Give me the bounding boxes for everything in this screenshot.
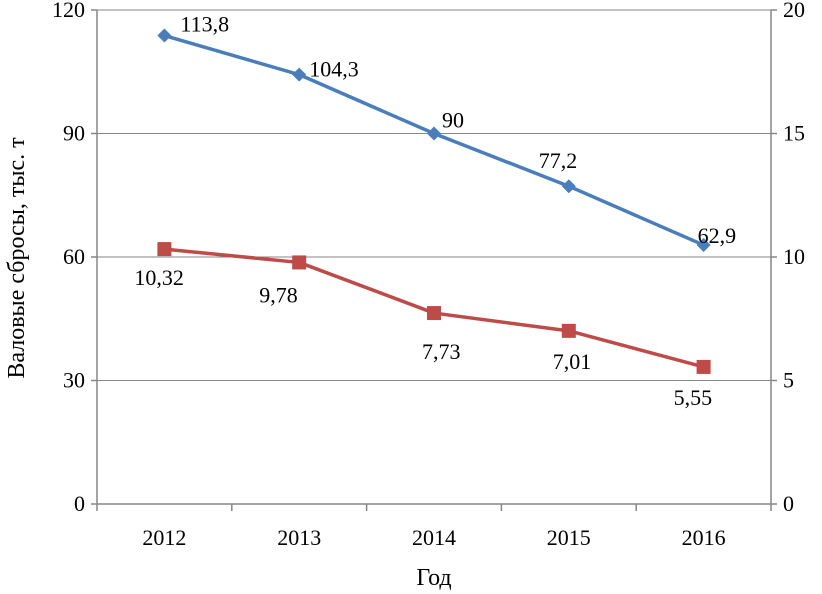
series-0-point-2 [427,126,441,141]
data-labels: 113,8 104,3 90 77,2 62,9 10,32 9,78 7,73 7,01 5,5… [134,12,736,410]
left-y-tick-label-0: 0 [74,491,85,516]
left-y-tick-label-2: 60 [63,244,85,269]
right-y-tick-label-3: 15 [783,121,805,146]
series-1-data-label-3: 7,01 [553,349,592,374]
series-0-point-4 [696,238,711,253]
right-y-tick-label-4: 20 [783,0,805,22]
x-tick-label-0: 2012 [142,525,186,550]
right-y-tick-label-1: 5 [783,368,794,393]
x-tick-label-4: 2016 [682,525,726,550]
x-tick-label-1: 2013 [277,525,321,550]
series-1-point-0 [157,242,172,257]
series-1-data-label-4: 5,55 [674,385,713,410]
series-0-data-label-1: 104,3 [309,57,359,82]
series-1-point-4 [696,359,711,374]
series-1-point-3 [561,323,576,338]
left-y-tick-label-3: 90 [63,121,85,146]
series-1-data-label-2: 7,73 [422,339,461,364]
series-group [157,28,711,374]
series-0-point-1 [292,67,307,82]
series-0-data-label-4: 62,9 [698,223,737,248]
series-1-point-2 [427,306,441,321]
left-y-tick-label-1: 30 [63,368,85,393]
series-0-data-label-0: 113,8 [180,12,229,37]
x-tick-label-3: 2015 [547,525,591,550]
series-0-point-0 [157,28,172,43]
x-axis-ticks [96,504,772,511]
left-y-tick-labels: 0 30 60 90 120 [52,0,97,516]
series-0-point-3 [561,179,576,194]
series-1-point-1 [292,255,307,270]
series-0-data-label-3: 77,2 [539,148,578,173]
x-tick-label-2: 2014 [412,525,456,550]
series-0-data-label-2: 90 [442,108,464,133]
left-y-tick-label-4: 120 [52,0,85,22]
right-y-tick-label-0: 0 [783,491,794,516]
right-y-tick-labels: 0 5 10 15 20 [771,0,805,516]
x-axis-title: Год [416,565,451,591]
gridlines [97,9,771,381]
y-axis-title: Валовые сбросы, тыс. т [4,137,30,379]
series-1-data-label-0: 10,32 [134,265,184,290]
right-y-tick-label-2: 10 [783,244,805,269]
x-tick-labels: 2012 2013 2014 2015 2016 [142,525,725,550]
series-1-data-label-1: 9,78 [259,282,298,307]
